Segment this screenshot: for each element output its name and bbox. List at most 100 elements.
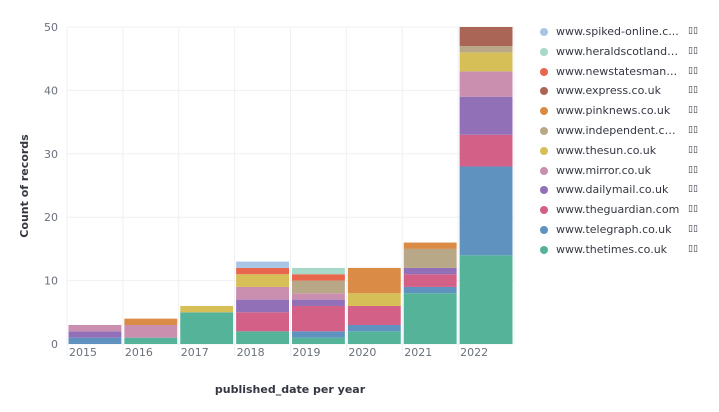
legend-item[interactable]: www.thesun.co.uk ▯▯ (540, 143, 710, 163)
legend-action-icon[interactable]: ▯▯ (688, 204, 698, 215)
legend-color-dot (540, 206, 548, 215)
legend-label: www.heraldscotland.... (556, 44, 680, 58)
bar-segment[interactable] (292, 267, 345, 275)
legend-color-dot (540, 245, 548, 254)
legend-action-icon[interactable]: ▯▯ (688, 65, 698, 76)
bar-segment[interactable] (403, 248, 457, 268)
bar-segment[interactable] (292, 305, 345, 332)
bar-segment[interactable] (459, 71, 513, 97)
bar-segment[interactable] (292, 293, 345, 300)
bar-segment[interactable] (403, 286, 457, 294)
legend-item[interactable]: www.heraldscotland.... ▯▯ (540, 44, 710, 64)
bar-segment[interactable] (236, 261, 289, 268)
legend-action-icon[interactable]: ▯▯ (688, 124, 698, 135)
bar-segment[interactable] (347, 324, 401, 332)
legend-item[interactable]: www.newstatesman.... ▯▯ (540, 64, 710, 84)
x-tick-label: 2021 (404, 346, 432, 359)
bar-segment[interactable] (180, 312, 234, 344)
legend-label: www.dailymail.co.uk (556, 183, 669, 197)
bar-segment[interactable] (68, 331, 122, 338)
bar-segment[interactable] (403, 274, 457, 287)
bar-segment[interactable] (180, 305, 234, 313)
legend-item[interactable]: www.mirror.co.uk ▯▯ (540, 163, 710, 183)
bar-segment[interactable] (124, 318, 178, 325)
bar-segment[interactable] (347, 305, 401, 325)
bar-segment[interactable] (68, 324, 122, 332)
legend-action-icon[interactable]: ▯▯ (688, 184, 698, 195)
bar-segment[interactable] (236, 312, 289, 332)
x-tick-label: 2019 (293, 346, 321, 359)
bar-segment[interactable] (236, 274, 289, 287)
legend-color-dot (540, 126, 548, 135)
legend-color-dot (540, 67, 548, 76)
x-tick-label: 2022 (460, 346, 488, 359)
legend-action-icon[interactable]: ▯▯ (688, 26, 698, 36)
bar-segment[interactable] (236, 299, 289, 313)
bar-segment[interactable] (347, 267, 401, 294)
bar-segment[interactable] (68, 337, 122, 344)
legend-action-icon[interactable]: ▯▯ (688, 223, 698, 234)
legend-item[interactable]: www.express.co.uk ▯▯ (540, 83, 710, 103)
bar-segment[interactable] (292, 337, 345, 344)
y-tick-label: 0 (51, 338, 58, 351)
legend-action-icon[interactable]: ▯▯ (688, 85, 698, 96)
legend-color-dot (540, 225, 548, 234)
bar-segment[interactable] (124, 337, 178, 344)
bar-segment[interactable] (124, 324, 178, 338)
legend-color-dot (540, 47, 548, 56)
x-tick-label: 2020 (348, 346, 376, 359)
y-tick-label: 30 (44, 148, 58, 161)
legend-color-dot (540, 186, 548, 195)
y-tick-label: 50 (44, 21, 58, 34)
legend-action-icon[interactable]: ▯▯ (688, 45, 698, 56)
bar-segment[interactable] (292, 280, 345, 294)
bar-segment[interactable] (459, 134, 513, 167)
bar-segment[interactable] (459, 255, 513, 344)
bar-segment[interactable] (459, 46, 513, 53)
bar-segment[interactable] (292, 299, 345, 306)
legend-action-icon[interactable]: ▯▯ (688, 164, 698, 175)
legend-color-dot (540, 107, 548, 116)
bar-segment[interactable] (459, 96, 513, 135)
legend-item[interactable]: www.thetimes.co.uk ▯▯ (540, 242, 710, 262)
legend-label: www.mirror.co.uk (556, 163, 652, 177)
bar-segment[interactable] (236, 331, 289, 344)
x-tick-label: 2016 (125, 346, 153, 359)
legend-item[interactable]: www.dailymail.co.uk ▯▯ (540, 182, 710, 202)
y-axis-ticks: 0 10 20 30 40 50 (44, 21, 58, 351)
y-tick-label: 10 (44, 275, 58, 288)
bar-segment[interactable] (459, 27, 513, 47)
legend-color-dot (540, 87, 548, 96)
legend-label: www.telegraph.co.uk (556, 222, 672, 236)
bar-segment[interactable] (403, 242, 457, 249)
legend-item[interactable]: www.telegraph.co.uk ▯▯ (540, 222, 710, 242)
bar-segment[interactable] (347, 293, 401, 306)
bar-segment[interactable] (403, 293, 457, 344)
chart-legend: www.spiked-online.c... ▯▯ www.heraldscotla… (540, 24, 710, 262)
bar-segment[interactable] (292, 274, 345, 281)
x-tick-label: 2017 (181, 346, 209, 359)
legend-action-icon[interactable]: ▯▯ (688, 144, 698, 155)
legend-item[interactable]: www.theguardian.com ▯▯ (540, 202, 710, 222)
legend-label: www.spiked-online.c... (556, 25, 679, 38)
bar-segment[interactable] (236, 267, 289, 275)
bar-segment[interactable] (459, 166, 513, 256)
x-tick-label: 2015 (69, 346, 97, 359)
bar-segment[interactable] (347, 331, 401, 344)
x-axis-title: published_date per year (215, 383, 366, 396)
legend-label: www.independent.co.... (556, 123, 680, 137)
bar-segment[interactable] (459, 52, 513, 72)
legend-item[interactable]: www.independent.co.... ▯▯ (540, 123, 710, 143)
legend-label: www.theguardian.com (556, 203, 680, 217)
bar-segment[interactable] (292, 331, 345, 338)
legend-action-icon[interactable]: ▯▯ (688, 105, 698, 116)
legend-action-icon[interactable]: ▯▯ (688, 243, 698, 254)
legend-item[interactable]: www.spiked-online.c... ▯▯ (540, 24, 710, 44)
legend-item[interactable]: www.pinknews.co.uk ▯▯ (540, 103, 710, 123)
bar-segment[interactable] (403, 267, 457, 275)
legend-label: www.pinknews.co.uk (556, 104, 671, 118)
bar-segment[interactable] (236, 286, 289, 300)
y-axis-title: Count of records (18, 134, 31, 238)
legend-label: www.thetimes.co.uk (556, 242, 668, 256)
